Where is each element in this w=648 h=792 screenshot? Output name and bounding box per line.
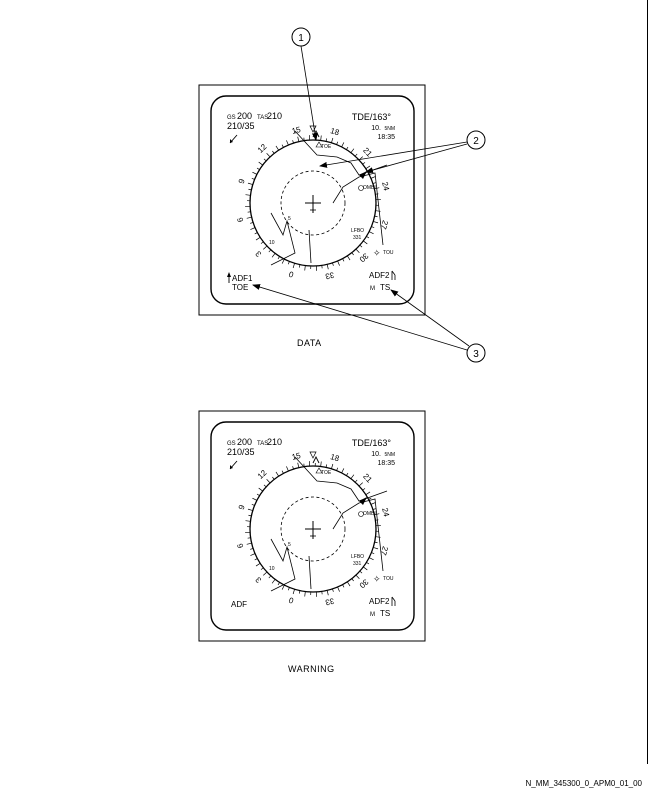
waypoint-icon: [358, 185, 364, 191]
adf2-ident: TS: [380, 283, 390, 292]
adf2-pointer-icon: [391, 270, 396, 280]
airport-lfbo-sub: 331: [353, 561, 362, 567]
callout-2-leader-b: [365, 143, 468, 174]
range-label-10: 10: [269, 566, 275, 572]
heading-label: 18: [329, 126, 341, 137]
heading-label: 27: [378, 219, 389, 231]
gs-label: GS: [227, 441, 236, 447]
callout-2-label: 2: [473, 136, 479, 147]
heading-label: 18: [329, 452, 341, 463]
adf2-mode: M: [370, 286, 375, 292]
display-screen: [210, 421, 415, 631]
distance-value: 10.: [371, 125, 381, 132]
heading-label: 3: [253, 249, 263, 259]
callout-3: 3: [252, 284, 486, 363]
adf-label: ADF: [231, 600, 247, 609]
waypoint-ident: TDE/163°: [352, 438, 392, 448]
navaid-star-icon: ✧: [373, 574, 381, 584]
eta-time: 18:35: [377, 134, 395, 141]
heading-label: 15: [291, 451, 302, 462]
heading-label: 0: [287, 269, 294, 279]
vor-icon: [315, 467, 323, 474]
heading-label: 3: [253, 575, 263, 585]
panel-frame: [198, 410, 426, 642]
adf2-label: ADF2: [369, 597, 390, 606]
tas-label: TAS: [257, 115, 268, 121]
callout-1-leader: [300, 45, 318, 141]
wind-readout: 210/35: [227, 447, 255, 457]
panel-frame: [198, 84, 426, 316]
navaid-tou-label: TOU: [383, 576, 394, 582]
eta-time: 18:35: [377, 460, 395, 467]
heading-label: 15: [291, 125, 302, 136]
vor-icon: [315, 141, 323, 148]
heading-label: 9: [237, 503, 247, 510]
range-ring-label: 5: [288, 542, 291, 548]
range-ring: [280, 496, 346, 562]
callout-3-leader-b: [390, 289, 470, 347]
caption-warning: WARNING: [288, 664, 335, 674]
adf2-pointer-icon: [391, 596, 396, 606]
navaid-star-icon: ✧: [373, 248, 381, 258]
heading-label: 33: [324, 270, 335, 281]
distance-unit: 5NM: [384, 126, 395, 132]
heading-label: 24: [380, 507, 391, 518]
heading-label: 6: [235, 542, 245, 549]
airport-lfbo-label: LFBO: [351, 554, 364, 560]
adf1-label: ADF1: [232, 274, 253, 283]
range-ring-label: 5: [288, 216, 291, 222]
callout-2: 2: [319, 130, 486, 174]
gs-value: 200: [237, 437, 252, 447]
callout-3-label: 3: [473, 349, 479, 360]
gs-label: GS: [227, 115, 236, 121]
waypoint-ombi-label: OMBI: [363, 511, 376, 517]
heading-label: 24: [380, 181, 391, 192]
waypoint-toe-label: TOE: [321, 144, 332, 150]
adf2-label: ADF2: [369, 271, 390, 280]
gs-value: 200: [237, 111, 252, 121]
heading-label: 9: [237, 177, 247, 184]
heading-label: 0: [287, 595, 294, 605]
waypoint-ombi-label: OMBI: [363, 185, 376, 191]
waypoint-icon: [358, 511, 364, 517]
airport-lfbo-label: LFBO: [351, 228, 364, 234]
tas-value: 210: [267, 437, 282, 447]
airport-lfbo-sub: 331: [353, 235, 362, 241]
waypoint-toe-label: TOE: [321, 470, 332, 476]
heading-label: 33: [324, 596, 335, 607]
tas-label: TAS: [257, 441, 268, 447]
callout-2-leader-a: [319, 141, 468, 168]
waypoint-ident: TDE/163°: [352, 112, 392, 122]
lubber-line-icon: [309, 451, 317, 459]
adf2-mode: M: [370, 612, 375, 618]
distance-unit: 5NM: [384, 452, 395, 458]
flight-plan-route: [270, 538, 296, 592]
wind-readout: 210/35: [227, 121, 255, 131]
adf1-ident: TOE: [232, 283, 248, 292]
range-label-10: 10: [269, 240, 275, 246]
callout-1: 1: [291, 27, 318, 141]
caption-data: DATA: [297, 338, 322, 348]
range-ring: [280, 170, 346, 236]
callout-3-leader-a: [252, 284, 468, 351]
adf2-ident: TS: [380, 609, 390, 618]
callout-1-label: 1: [298, 33, 304, 44]
distance-value: 10.: [371, 451, 381, 458]
display-screen: [210, 95, 415, 305]
tas-value: 210: [267, 111, 282, 121]
heading-label: 6: [235, 216, 245, 223]
flight-plan-route: [270, 212, 296, 266]
document-reference: N_MM_345300_0_APM0_01_00: [525, 779, 642, 788]
heading-label: 27: [378, 545, 389, 557]
navaid-tou-label: TOU: [383, 250, 394, 256]
